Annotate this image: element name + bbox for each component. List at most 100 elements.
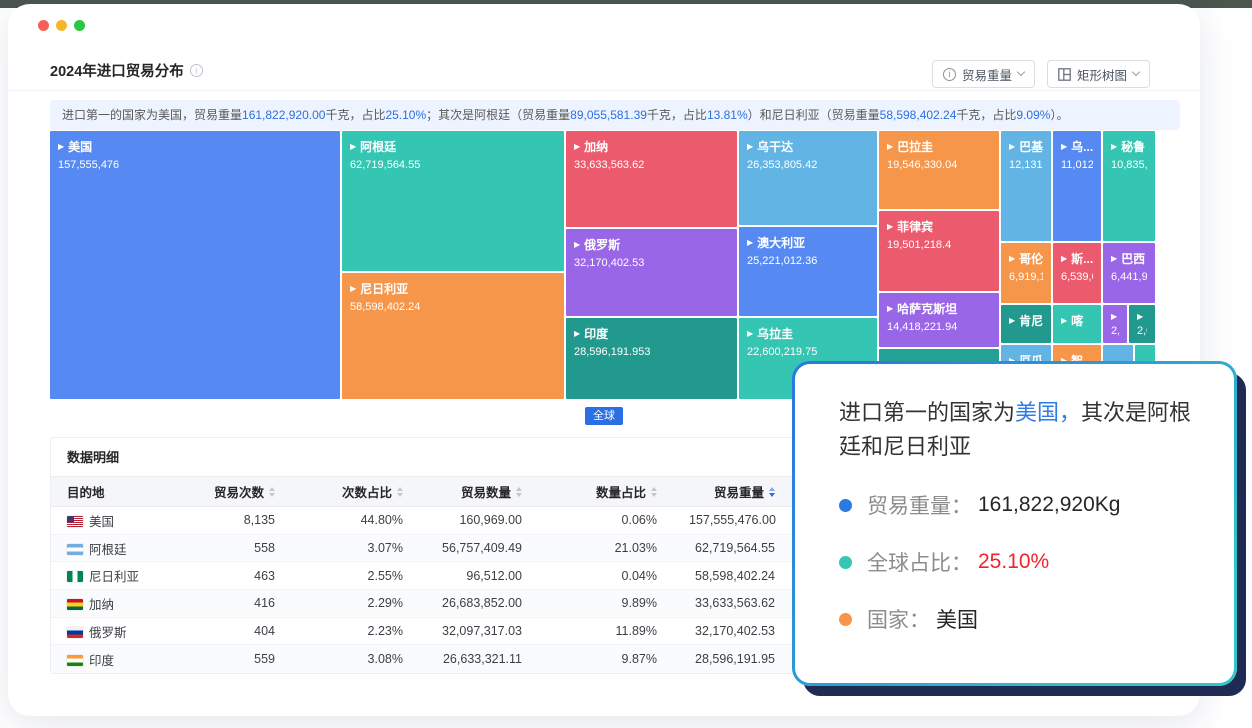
drilldown-caret-icon: ▶	[1061, 316, 1068, 325]
info-circle-icon[interactable]: i	[189, 64, 203, 77]
treemap-node-label: 秘鲁	[1121, 140, 1146, 154]
app-window: 2024年进口贸易分布 i i 贸易重量 矩形树图 进口第一的国家为美国，贸易重…	[8, 4, 1200, 716]
treemap-node[interactable]: ▶ 阿根廷 62,719,564.55	[342, 131, 564, 271]
treemap-node-value: 22,600,219.75	[747, 346, 818, 358]
treemap-node[interactable]: ▶秘鲁 10,835,...	[1103, 131, 1155, 241]
treemap-node[interactable]: ▶ 2,2	[1103, 305, 1127, 343]
chevron-down-icon	[1016, 67, 1026, 77]
column-header-qty-pct[interactable]: 数量占比	[538, 482, 673, 501]
india-flag-icon	[67, 654, 83, 666]
treemap-node[interactable]: ▶ 巴拉圭 19,546,330.04	[879, 131, 999, 209]
treemap-node-label: 印度	[584, 327, 609, 341]
sort-icon[interactable]	[651, 486, 657, 497]
treemap-node-label: 美国	[68, 140, 93, 154]
treemap-breadcrumb-root[interactable]: 全球	[585, 407, 623, 425]
drilldown-caret-icon: ▶	[1009, 316, 1016, 325]
treemap-node-value: 6,919,1...	[1009, 271, 1043, 283]
treemap-node[interactable]: ▶斯... 6,539,0...	[1053, 243, 1101, 303]
treemap-node[interactable]: ▶ 哈萨克斯坦 14,418,221.94	[879, 293, 999, 347]
drilldown-caret-icon: ▶	[747, 238, 754, 247]
drilldown-caret-icon: ▶	[1009, 356, 1015, 365]
column-header-trade-count[interactable]: 贸易次数	[178, 482, 291, 501]
column-header-trade-weight[interactable]: 贸易重量	[673, 482, 791, 501]
page-title: 2024年进口贸易分布 i	[50, 60, 203, 81]
treemap-icon	[1058, 67, 1071, 81]
drilldown-caret-icon: ▶	[58, 142, 65, 151]
treemap-node[interactable]: ▶ 俄罗斯 32,170,402.53	[566, 229, 737, 316]
treemap-node[interactable]: ▶ 加纳 33,633,563.62	[566, 131, 737, 227]
drilldown-caret-icon: ▶	[1137, 312, 1144, 321]
treemap-node-label: 尼日利亚	[360, 282, 409, 296]
drilldown-caret-icon: ▶	[887, 142, 894, 151]
treemap-node-value: 11,012,...	[1061, 159, 1093, 171]
column-header-destination: 目的地	[67, 486, 105, 500]
treemap-node-value: 19,501,218.4	[887, 239, 952, 251]
minimize-window-icon[interactable]	[56, 20, 67, 31]
treemap-node-label: 加纳	[584, 140, 609, 154]
treemap-node-label: 巴西	[1121, 252, 1146, 266]
treemap-node-value: 19,546,330.04	[887, 159, 958, 171]
treemap-node[interactable]: ▶ 澳大利亚 25,221,012.36	[739, 227, 877, 316]
treemap-node[interactable]: ▶ 美国 157,555,476	[50, 131, 340, 399]
treemap-node-value: 33,633,563.62	[574, 159, 645, 171]
treemap-node-label: 乌干达	[757, 140, 794, 154]
treemap-node[interactable]: ▶ 喀	[1053, 305, 1101, 343]
column-header-trade-qty[interactable]: 贸易数量	[419, 482, 538, 501]
treemap-node-value: 58,598,402.24	[350, 301, 421, 313]
section-title: 数据明细	[51, 438, 1179, 477]
treemap-node-value: 2,0	[1137, 325, 1147, 337]
treemap-node[interactable]: ▶乌... 11,012,...	[1053, 131, 1101, 241]
metric-dropdown[interactable]: i 贸易重量	[931, 60, 1035, 88]
treemap-node-value: 6,441,9...	[1111, 271, 1147, 283]
treemap-node-label: 哈萨克斯坦	[897, 302, 958, 316]
table-row: 美国 8,135 44.80% 160,969.00 0.06% 157,555…	[51, 507, 1179, 535]
treemap-node-label: 乌拉圭	[757, 327, 794, 341]
page-title-text: 2024年进口贸易分布	[50, 64, 184, 80]
treemap-node-value: 26,353,805.42	[747, 159, 818, 171]
tooltip-item-weight: 贸易重量： 161,822,920Kg	[839, 490, 1198, 520]
window-controls	[38, 20, 85, 31]
treemap-chart: ▶ 美国 157,555,476 ▶ 阿根廷 62,719,564.55 ▶ 尼日利亚…	[50, 131, 1155, 399]
tooltip-item-global-pct: 全球占比： 25.10%	[839, 547, 1198, 577]
close-window-icon[interactable]	[38, 20, 49, 31]
drilldown-caret-icon: ▶	[747, 142, 754, 151]
drilldown-caret-icon: ▶	[1009, 254, 1016, 263]
treemap-node-value: 62,719,564.55	[350, 159, 421, 171]
treemap-node[interactable]: ▶ 菲律宾 19,501,218.4	[879, 211, 999, 291]
sort-icon-active[interactable]	[769, 486, 775, 497]
treemap-node[interactable]: ▶肯尼亚	[1001, 305, 1051, 343]
treemap-node[interactable]: ▶ 尼日利亚 58,598,402.24	[342, 273, 564, 399]
chart-tooltip: 进口第一的国家为美国，其次是阿根廷和尼日利亚 贸易重量： 161,822,920…	[792, 361, 1237, 686]
treemap-node-label: 阿根廷	[360, 140, 397, 154]
table-row: 尼日利亚 463 2.55% 96,512.00 0.04% 58,598,40…	[51, 562, 1179, 591]
treemap-node-label: 乌...	[1071, 140, 1093, 154]
treemap-node[interactable]: ▶ 印度 28,596,191.953	[566, 318, 737, 399]
info-circle-icon: i	[942, 67, 956, 81]
sort-icon[interactable]	[516, 486, 522, 497]
treemap-node-label: 喀	[1071, 314, 1084, 328]
treemap-node-label: 澳大利亚	[757, 236, 806, 250]
treemap-node-value: 32,170,402.53	[574, 257, 645, 269]
treemap-node[interactable]: ▶ 2,0	[1129, 305, 1155, 343]
treemap-node[interactable]: ▶ 乌干达 26,353,805.42	[739, 131, 877, 225]
sort-icon[interactable]	[269, 486, 275, 497]
drilldown-caret-icon: ▶	[574, 329, 581, 338]
zoom-window-icon[interactable]	[74, 20, 85, 31]
drilldown-caret-icon: ▶	[574, 240, 581, 249]
drilldown-caret-icon: ▶	[1009, 142, 1016, 151]
nigeria-flag-icon	[67, 571, 83, 583]
bullet-icon	[839, 498, 852, 512]
drilldown-caret-icon: ▶	[1111, 142, 1118, 151]
treemap-node-label: 菲律宾	[897, 220, 934, 234]
treemap-node[interactable]: ▶巴基... 12,131,5...	[1001, 131, 1051, 241]
summary-bar: 进口第一的国家为美国，贸易重量161,822,920.00千克，占比25.10%…	[50, 100, 1180, 130]
treemap-node-value: 14,418,221.94	[887, 321, 958, 333]
treemap-node-value: 28,596,191.953	[574, 346, 651, 358]
treemap-node[interactable]: ▶巴西 6,441,9...	[1103, 243, 1155, 303]
column-header-count-pct[interactable]: 次数占比	[291, 482, 419, 501]
drilldown-caret-icon: ▶	[747, 329, 754, 338]
treemap-node[interactable]: ▶哥伦... 6,919,1...	[1001, 243, 1051, 303]
treemap-node-label: 哥伦...	[1019, 252, 1043, 266]
chart-type-dropdown[interactable]: 矩形树图	[1046, 60, 1150, 88]
sort-icon[interactable]	[397, 486, 403, 497]
